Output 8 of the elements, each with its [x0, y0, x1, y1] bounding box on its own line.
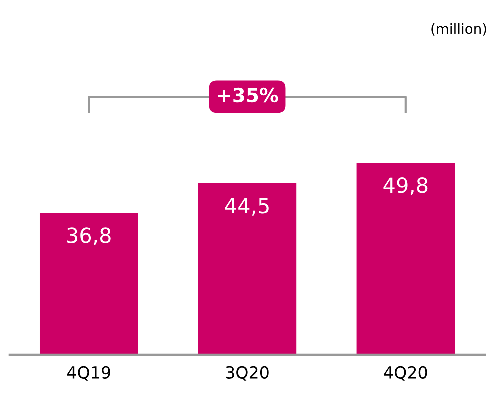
text: (million) [432, 23, 486, 36]
x-tick-label: 4Q19 [67, 366, 110, 381]
x-tick-label: 4Q20 [384, 366, 428, 381]
data-label: 44,5 [225, 198, 269, 216]
data-label: 49,8 [384, 178, 428, 196]
x-tick-label: 3Q20 [226, 366, 269, 381]
data-label: 36,8 [67, 228, 111, 246]
text: +35% [218, 88, 278, 103]
